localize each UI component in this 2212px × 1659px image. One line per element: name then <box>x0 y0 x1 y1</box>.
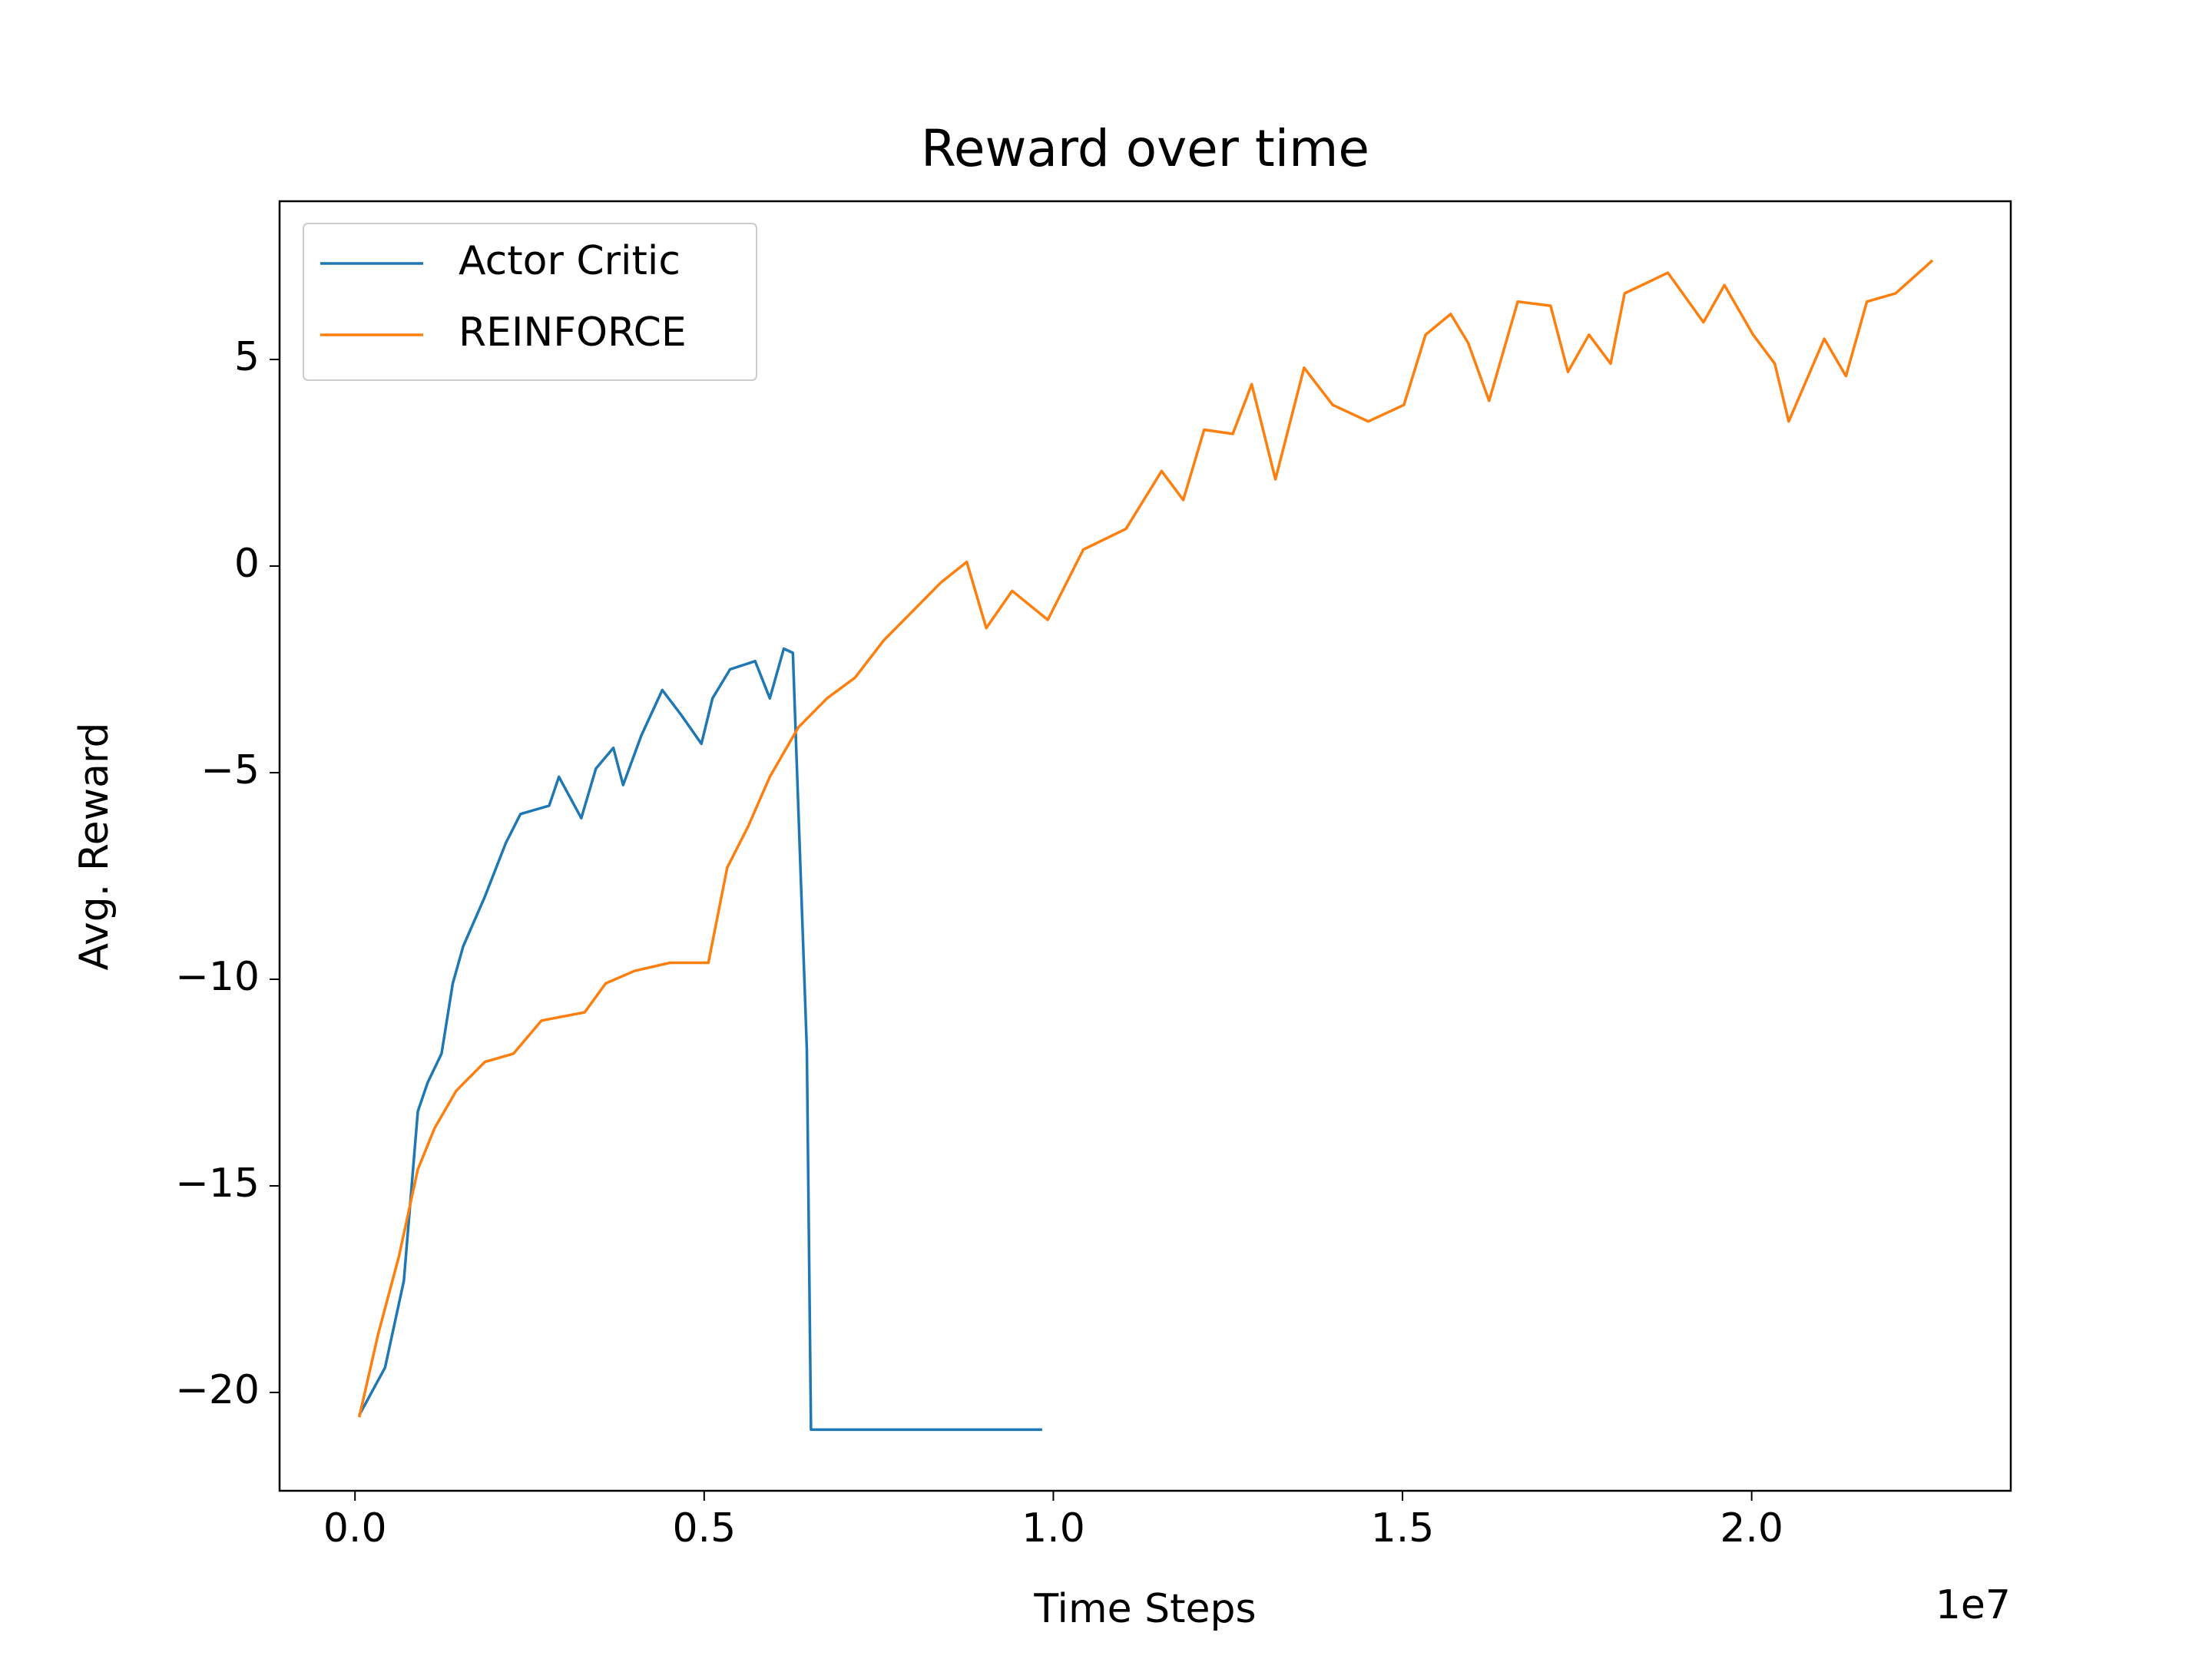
x-tick-label: 0.0 <box>323 1505 387 1551</box>
chart-title: Reward over time <box>921 119 1369 178</box>
y-tick-label: −10 <box>175 954 260 1000</box>
y-tick-label: 0 <box>234 541 260 587</box>
y-tick-label: −5 <box>200 747 260 793</box>
x-tick-label: 0.5 <box>672 1505 736 1551</box>
series-line <box>358 647 1042 1432</box>
series-line <box>357 259 1934 1418</box>
legend-label: Actor Critic <box>459 238 680 284</box>
x-offset-label: 1e7 <box>1936 1582 2011 1628</box>
legend-label: REINFORCE <box>459 310 687 356</box>
plot-frame <box>278 200 2012 1492</box>
x-tick-label: 2.0 <box>1720 1505 1783 1551</box>
y-axis-label: Avg. Reward <box>71 722 118 970</box>
y-tick-label: −15 <box>175 1161 260 1207</box>
x-tick-label: 1.5 <box>1371 1505 1435 1551</box>
x-axis-label: Time Steps <box>1033 1586 1256 1632</box>
y-tick-label: −20 <box>175 1367 260 1413</box>
y-tick-label: 5 <box>234 334 260 380</box>
x-tick-label: 1.0 <box>1022 1505 1085 1551</box>
